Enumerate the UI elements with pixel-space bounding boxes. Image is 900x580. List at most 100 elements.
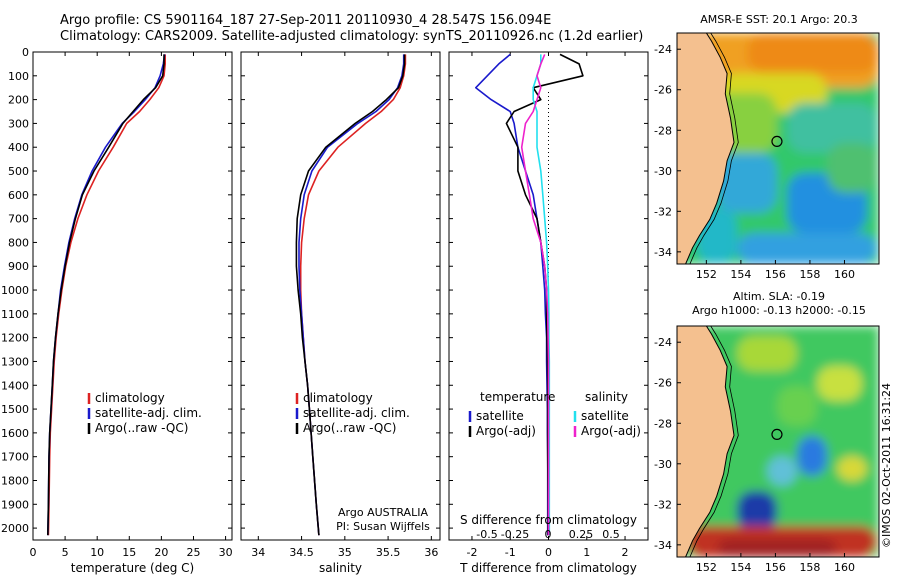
map-x-tick-label: 152 (696, 268, 717, 281)
y-tick-label: 1900 (1, 498, 29, 511)
field-patch (747, 33, 879, 73)
legend-entry: Argo(-adj) (581, 424, 641, 438)
x-tick-label: 15 (122, 546, 136, 559)
x-tick-label: 5 (62, 546, 69, 559)
map-y-tick-label: -30 (654, 165, 672, 178)
map-field (677, 326, 879, 557)
sla-map-title-line-2: Argo h1000: -0.13 h2000: -0.15 (692, 304, 866, 317)
field-patch (717, 153, 777, 213)
legend-entry: satellite (476, 409, 524, 423)
sla-map-title-line-1: Altim. SLA: -0.19 (732, 290, 826, 303)
x-tick-label: 25 (186, 546, 200, 559)
panel-annotation: PI: Susan Wijffels (336, 520, 430, 533)
map-y-tick-label: -34 (654, 246, 672, 259)
legend-entry: Argo(..raw -QC) (95, 421, 188, 435)
y-tick-label: 1700 (1, 451, 29, 464)
difference-panel: -2 -1 0 1 2 T difference from climatology temp… (448, 51, 649, 575)
map-x-tick-label: 152 (696, 561, 717, 574)
map-frame (676, 32, 880, 265)
y-tick-label: 300 (8, 117, 29, 130)
legend-entry: satellite (581, 409, 629, 423)
field-patch (737, 491, 777, 531)
x-tick-label: 34.5 (289, 546, 314, 559)
top-tick-label: -0.5 (476, 528, 497, 541)
plot-frame (240, 51, 441, 541)
x-tick-label: -1 (505, 546, 516, 559)
x-tick-label: -2 (466, 546, 477, 559)
isobath-line (689, 326, 739, 557)
x-tick-label: 20 (154, 546, 168, 559)
map-y-tick-label: -28 (654, 124, 672, 137)
x-tick-label: 0 (545, 546, 552, 559)
land-area (677, 33, 735, 264)
series-line-2 (47, 54, 165, 536)
legend-entry: climatology (303, 391, 373, 405)
field-patch (777, 386, 817, 426)
field-patch (717, 539, 837, 557)
x-tick-label: 0 (30, 546, 37, 559)
field-patch (787, 103, 877, 153)
map-y-tick-label: -28 (654, 417, 672, 430)
top-tick-label: -0.25 (501, 528, 529, 541)
isobath-line (689, 33, 739, 264)
y-tick-label: 1200 (1, 332, 29, 345)
salinity-panel: 34 34.5 35 35.5 36 salinity climatologysatelli… (240, 51, 441, 575)
field-patch (827, 143, 877, 193)
top-tick-label: 0.5 (602, 528, 620, 541)
y-tick-label: 1500 (1, 403, 29, 416)
argo-position-marker (771, 428, 783, 441)
map-y-tick-label: -32 (654, 205, 672, 218)
map-y-tick-label: -26 (654, 84, 672, 97)
sla-map-panel: -24 -26 -28 -30 -32 -34 152 154 156 158 160 (654, 325, 880, 574)
x-tick-label: 36 (424, 546, 438, 559)
x-tick-label: 35.5 (376, 546, 401, 559)
map-x-tick-label: 158 (799, 268, 820, 281)
field-patch (737, 233, 877, 264)
x-axis-label: salinity (319, 561, 362, 575)
legend-entry: Argo(..raw -QC) (303, 421, 396, 435)
x-tick-label: 35 (338, 546, 352, 559)
legend-heading: salinity (585, 390, 628, 404)
field-patch (837, 456, 867, 481)
sst-map-title: AMSR-E SST: 20.1 Argo: 20.3 (700, 13, 858, 26)
figure-title-line-2: Climatology: CARS2009. Satellite-adjuste… (60, 29, 644, 44)
map-y-tick-label: -26 (654, 377, 672, 390)
y-tick-label: 1300 (1, 355, 29, 368)
map-x-tick-label: 160 (834, 268, 855, 281)
map-frame (676, 325, 880, 558)
x-tick-label: 2 (622, 546, 629, 559)
series-line-3 (520, 54, 550, 536)
x-tick-label: 10 (90, 546, 104, 559)
series-line-2 (295, 54, 406, 536)
x-axis-label: temperature (deg C) (71, 561, 194, 575)
map-x-tick-label: 154 (730, 268, 751, 281)
map-y-tick-label: -34 (654, 539, 672, 552)
field-patch (797, 436, 827, 476)
map-y-tick-label: -24 (654, 336, 672, 349)
y-tick-label: 600 (8, 189, 29, 202)
y-tick-label: 900 (8, 260, 29, 273)
map-x-tick-label: 158 (799, 561, 820, 574)
y-tick-label: 200 (8, 94, 29, 107)
field-patch (817, 366, 862, 401)
legend-entry: climatology (95, 391, 165, 405)
map-x-tick-label: 156 (765, 561, 786, 574)
temperature-panel: 0100200300400500600700800900100011001200… (1, 46, 233, 575)
legend-heading: temperature (480, 390, 555, 404)
y-tick-label: 1400 (1, 379, 29, 392)
y-tick-label: 1000 (1, 284, 29, 297)
y-tick-label: 2000 (1, 522, 29, 535)
map-y-tick-label: -32 (654, 498, 672, 511)
map-y-tick-label: -30 (654, 458, 672, 471)
y-tick-label: 1800 (1, 474, 29, 487)
y-tick-label: 800 (8, 236, 29, 249)
field-patch (767, 456, 797, 486)
legend-entry: satellite-adj. clim. (303, 406, 410, 420)
map-field (677, 33, 879, 264)
figure-title-line-1: Argo profile: CS 5901164_187 27-Sep-2011… (60, 13, 552, 28)
y-tick-label: 0 (22, 46, 29, 59)
x-tick-label: 30 (219, 546, 233, 559)
y-tick-label: 400 (8, 141, 29, 154)
legend-entry: satellite-adj. clim. (95, 406, 202, 420)
